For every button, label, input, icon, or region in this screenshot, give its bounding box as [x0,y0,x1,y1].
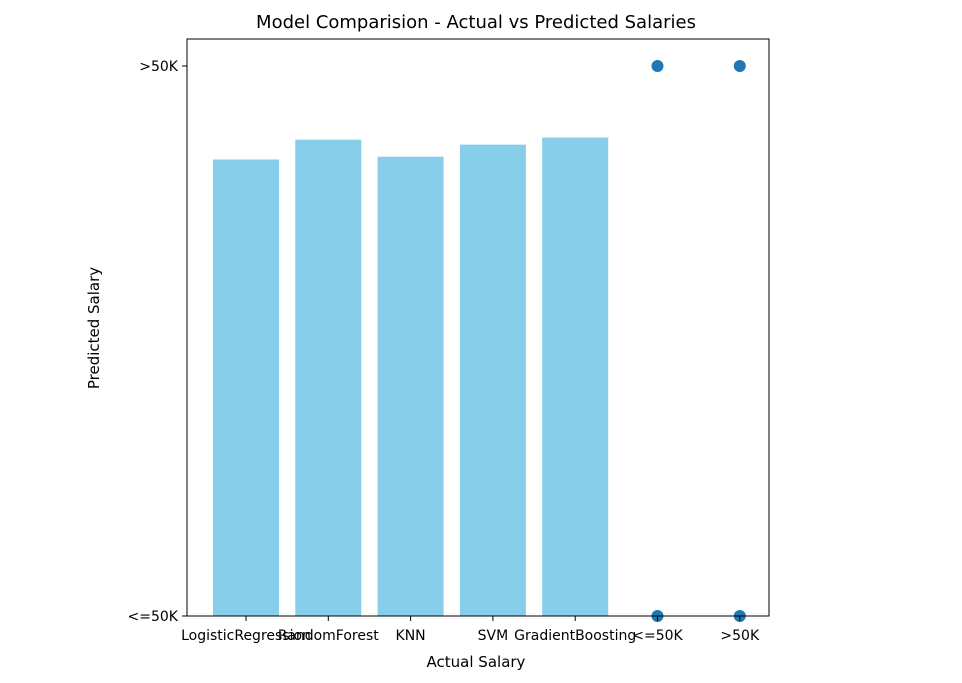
bar-logisticregression [213,159,279,616]
x-tick-label: GradientBoosting [514,628,636,644]
bar-svm [459,144,526,616]
plot-frame [186,38,770,617]
x-tick-label: RandomForest [278,628,379,644]
x-tick-label: KNN [396,628,426,644]
scatter-point-4 [733,60,746,72]
x-tick-label: LogisticRegression [181,628,311,644]
y-axis-label: Predicted Salary [85,267,103,389]
y-tick-label: <=50K [128,609,179,625]
y-tick-label: >50K [139,59,179,75]
bar-randomforest [295,139,362,616]
y-axis-ticks: <=50K >50K [128,59,187,625]
x-tick-label: >50K [720,628,760,644]
plot-area [213,60,746,622]
x-tick-label: SVM [478,628,509,644]
chart-title: Model Comparision - Actual vs Predicted … [256,12,696,33]
bar-knn [377,156,444,616]
bar-gradientboosting [542,137,609,616]
scatter-point-2 [651,60,664,72]
x-axis-label: Actual Salary [427,653,526,671]
x-tick-label: <=50K [632,628,683,644]
